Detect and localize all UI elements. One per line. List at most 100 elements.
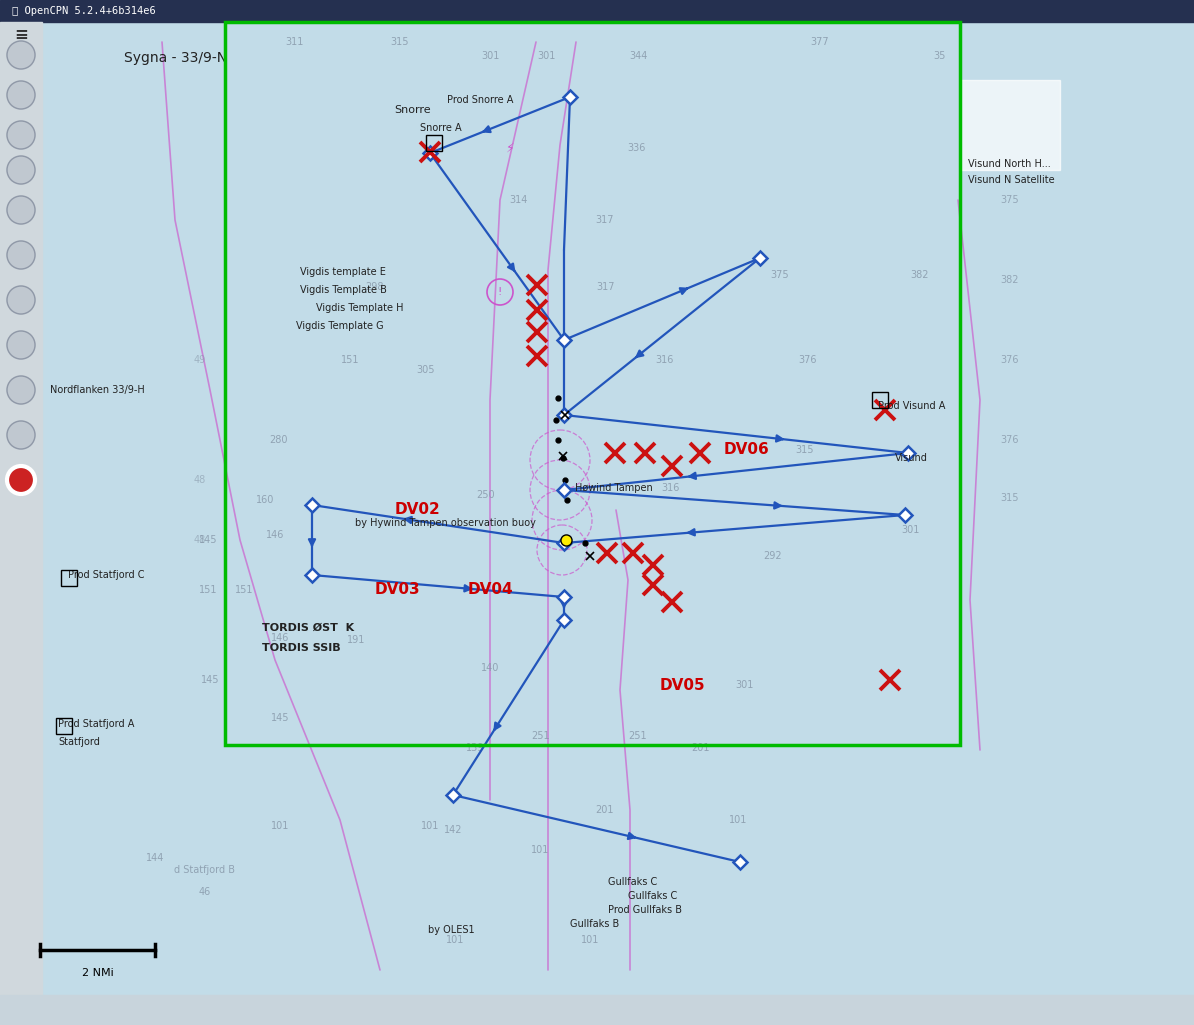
Text: TORDIS SSIB: TORDIS SSIB: [261, 643, 340, 653]
Text: by Hywind Tampen observation buoy: by Hywind Tampen observation buoy: [355, 518, 536, 528]
Text: 35: 35: [934, 51, 946, 61]
Text: 250: 250: [476, 490, 496, 500]
Text: 382: 382: [1001, 275, 1020, 285]
Text: Visund N Satellite: Visund N Satellite: [968, 175, 1054, 184]
Bar: [224, 22, 960, 745]
Text: Statfjord: Statfjord: [59, 737, 100, 747]
Text: ⚡: ⚡: [505, 141, 515, 155]
Text: 311: 311: [285, 37, 304, 47]
Text: 160: 160: [256, 495, 275, 505]
Text: 151: 151: [198, 585, 217, 594]
Text: 101: 101: [445, 935, 464, 945]
Bar: [960, 80, 1060, 170]
Bar: [0, 995, 1194, 1025]
Circle shape: [7, 466, 35, 494]
Text: Prod Statfjord A: Prod Statfjord A: [59, 719, 135, 729]
Text: DV02: DV02: [395, 502, 441, 518]
Text: 344: 344: [629, 51, 647, 61]
Text: 145: 145: [198, 535, 217, 545]
Circle shape: [7, 286, 35, 314]
Text: 101: 101: [728, 815, 747, 825]
Text: Gullfaks C: Gullfaks C: [608, 877, 657, 887]
Text: ⬛ OpenCPN 5.2.4+6b314e6: ⬛ OpenCPN 5.2.4+6b314e6: [12, 6, 155, 16]
Text: ≡: ≡: [14, 26, 27, 44]
Text: Nordflanken 33/9-H: Nordflanken 33/9-H: [50, 385, 144, 395]
Text: 317: 317: [597, 282, 615, 292]
Circle shape: [7, 41, 35, 69]
Bar: [426, 135, 442, 151]
Text: Vigdis Template B: Vigdis Template B: [300, 285, 387, 295]
Text: 151: 151: [235, 585, 253, 594]
Text: Sygna - 33/9-N: Sygna - 33/9-N: [124, 51, 227, 65]
Text: Gullfaks C: Gullfaks C: [628, 891, 677, 901]
Text: Snorre: Snorre: [394, 105, 431, 115]
Text: 145: 145: [201, 675, 220, 685]
Text: 201: 201: [691, 743, 709, 753]
Text: 317: 317: [596, 215, 614, 226]
Text: Snorre A: Snorre A: [420, 123, 462, 133]
Text: 301: 301: [537, 51, 555, 61]
Text: 375: 375: [1001, 195, 1020, 205]
Circle shape: [7, 331, 35, 359]
Text: 336: 336: [627, 144, 645, 153]
Text: 377: 377: [811, 37, 830, 47]
Text: 375: 375: [770, 270, 789, 280]
Text: Prod Snorre A: Prod Snorre A: [447, 95, 513, 105]
Text: 139: 139: [466, 743, 485, 753]
Text: TORDIS ØST  K: TORDIS ØST K: [261, 623, 355, 633]
Text: 280: 280: [269, 435, 288, 445]
Text: 316: 316: [660, 483, 679, 493]
Text: 146: 146: [266, 530, 284, 540]
Text: DV04: DV04: [468, 582, 513, 598]
Text: DV03: DV03: [375, 582, 420, 598]
Text: Vigdis Template H: Vigdis Template H: [316, 303, 404, 313]
Text: 145: 145: [271, 713, 289, 723]
Text: Prod Statfjord C: Prod Statfjord C: [68, 570, 144, 580]
Text: 376: 376: [1001, 435, 1020, 445]
Text: 298: 298: [365, 282, 384, 292]
Text: 191: 191: [346, 636, 365, 645]
Text: d Statfjord B: d Statfjord B: [173, 865, 234, 875]
Text: 315: 315: [390, 37, 410, 47]
Bar: [61, 570, 76, 586]
Text: 101: 101: [271, 821, 289, 831]
Text: 315: 315: [795, 445, 814, 455]
Text: 376: 376: [1001, 355, 1020, 365]
Text: 142: 142: [444, 825, 462, 835]
Text: 301: 301: [736, 680, 755, 690]
Text: Høwind Tampen: Høwind Tampen: [576, 483, 653, 493]
Text: Vigdis Template G: Vigdis Template G: [296, 321, 383, 331]
Circle shape: [7, 196, 35, 224]
Text: 48: 48: [193, 535, 207, 545]
Bar: [872, 392, 888, 408]
Text: 301: 301: [481, 51, 499, 61]
Text: 251: 251: [531, 731, 550, 741]
Text: 201: 201: [595, 805, 614, 815]
Text: 376: 376: [799, 355, 817, 365]
Text: Visund: Visund: [896, 453, 928, 463]
Text: 2 NMi: 2 NMi: [81, 968, 113, 978]
Text: 314: 314: [509, 195, 528, 205]
Text: 305: 305: [417, 365, 436, 375]
Text: Prod Visund A: Prod Visund A: [878, 401, 946, 411]
Text: DV06: DV06: [724, 443, 770, 457]
Text: 251: 251: [629, 731, 647, 741]
Circle shape: [7, 376, 35, 404]
Text: 382: 382: [911, 270, 929, 280]
Circle shape: [7, 156, 35, 184]
Text: 315: 315: [1001, 493, 1020, 503]
Circle shape: [7, 421, 35, 449]
Text: Gullfaks B: Gullfaks B: [570, 919, 620, 929]
Text: 151: 151: [340, 355, 359, 365]
Text: by OLES1: by OLES1: [427, 925, 475, 935]
Circle shape: [7, 241, 35, 269]
Text: 49: 49: [193, 355, 207, 365]
Bar: [0, 22, 42, 1025]
Text: Visund North H...: Visund North H...: [968, 159, 1051, 169]
Circle shape: [7, 466, 35, 494]
Bar: [0, 0, 1194, 22]
Bar: [56, 718, 72, 734]
Text: 292: 292: [764, 551, 782, 561]
Circle shape: [7, 81, 35, 109]
Text: 101: 101: [531, 845, 549, 855]
